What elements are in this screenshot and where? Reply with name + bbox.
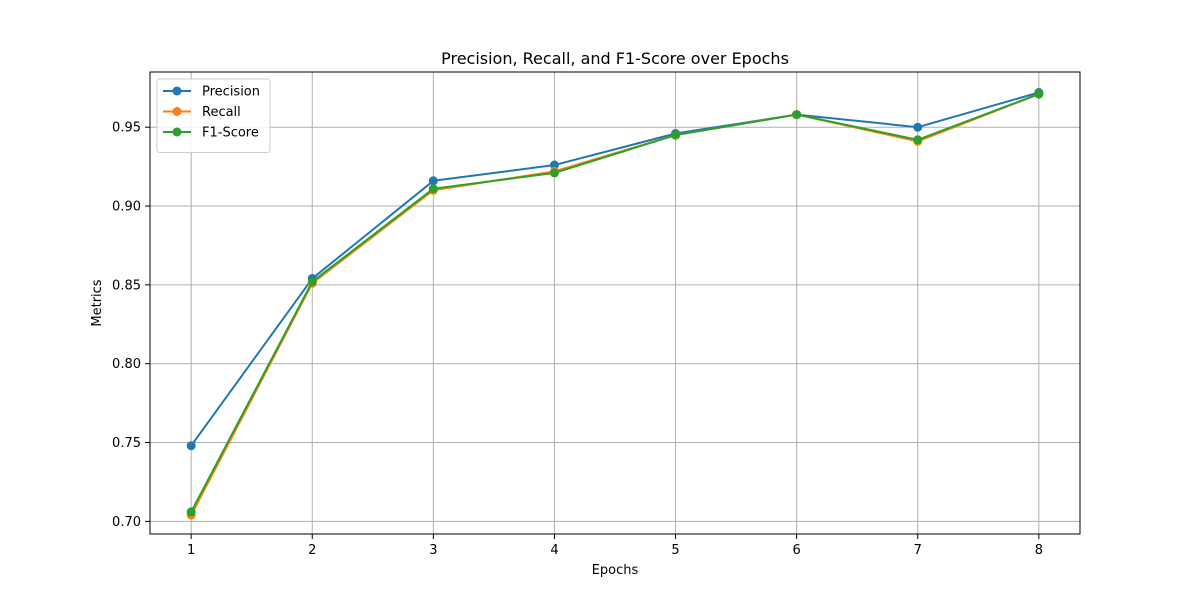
x-tick-label: 3 xyxy=(429,543,437,558)
data-point xyxy=(307,277,317,287)
legend-label: Precision xyxy=(202,85,260,100)
series-line xyxy=(190,91,1040,447)
y-tick-label: 0.85 xyxy=(112,278,141,293)
x-tick-label: 6 xyxy=(793,543,801,558)
data-point xyxy=(549,160,559,170)
legend: Precision Recall F1-Score xyxy=(156,78,271,153)
legend-item: Recall xyxy=(163,105,241,120)
data-point xyxy=(792,110,802,120)
series-f1-score xyxy=(186,89,1044,517)
chart-title: Precision, Recall, and F1-Score over Epo… xyxy=(441,49,789,68)
x-tick-label: 7 xyxy=(914,543,922,558)
y-tick-label: 0.90 xyxy=(112,200,141,215)
y-tick-label: 0.75 xyxy=(112,436,141,451)
data-point xyxy=(671,130,681,140)
x-tick-label: 4 xyxy=(550,543,558,558)
x-tick-label: 8 xyxy=(1035,543,1043,558)
legend-swatch-marker xyxy=(172,127,182,137)
legend-label: Recall xyxy=(202,105,241,120)
plot-frame xyxy=(149,71,1081,535)
legend-box xyxy=(156,78,271,153)
data-point xyxy=(428,176,438,186)
data-point xyxy=(1034,89,1044,99)
legend-swatch-marker xyxy=(172,86,182,96)
legend-label: F1-Score xyxy=(202,126,259,141)
y-axis-ticks: 0.70 0.75 0.80 0.85 0.90 0.95 xyxy=(112,121,150,530)
data-point xyxy=(913,135,923,145)
grid-lines xyxy=(150,72,1080,534)
y-tick-label: 0.70 xyxy=(112,515,141,530)
x-tick-label: 1 xyxy=(187,543,195,558)
x-axis-ticks: 1 2 3 4 5 6 7 8 xyxy=(187,534,1043,558)
x-tick-label: 5 xyxy=(671,543,679,558)
y-tick-label: 0.95 xyxy=(112,121,141,136)
legend-swatch-marker xyxy=(172,107,182,116)
x-axis-label: Epochs xyxy=(592,563,639,578)
series-line xyxy=(190,93,1040,513)
data-point xyxy=(428,184,438,194)
legend-item: Precision xyxy=(163,85,260,100)
y-axis-label: Metrics xyxy=(90,279,105,326)
y-tick-label: 0.80 xyxy=(112,357,141,372)
data-point xyxy=(186,441,196,451)
legend-item: F1-Score xyxy=(163,126,259,141)
data-point xyxy=(913,122,923,132)
data-point xyxy=(186,507,196,517)
data-point xyxy=(549,168,559,178)
x-tick-label: 2 xyxy=(308,543,316,558)
series-layer xyxy=(186,87,1044,520)
